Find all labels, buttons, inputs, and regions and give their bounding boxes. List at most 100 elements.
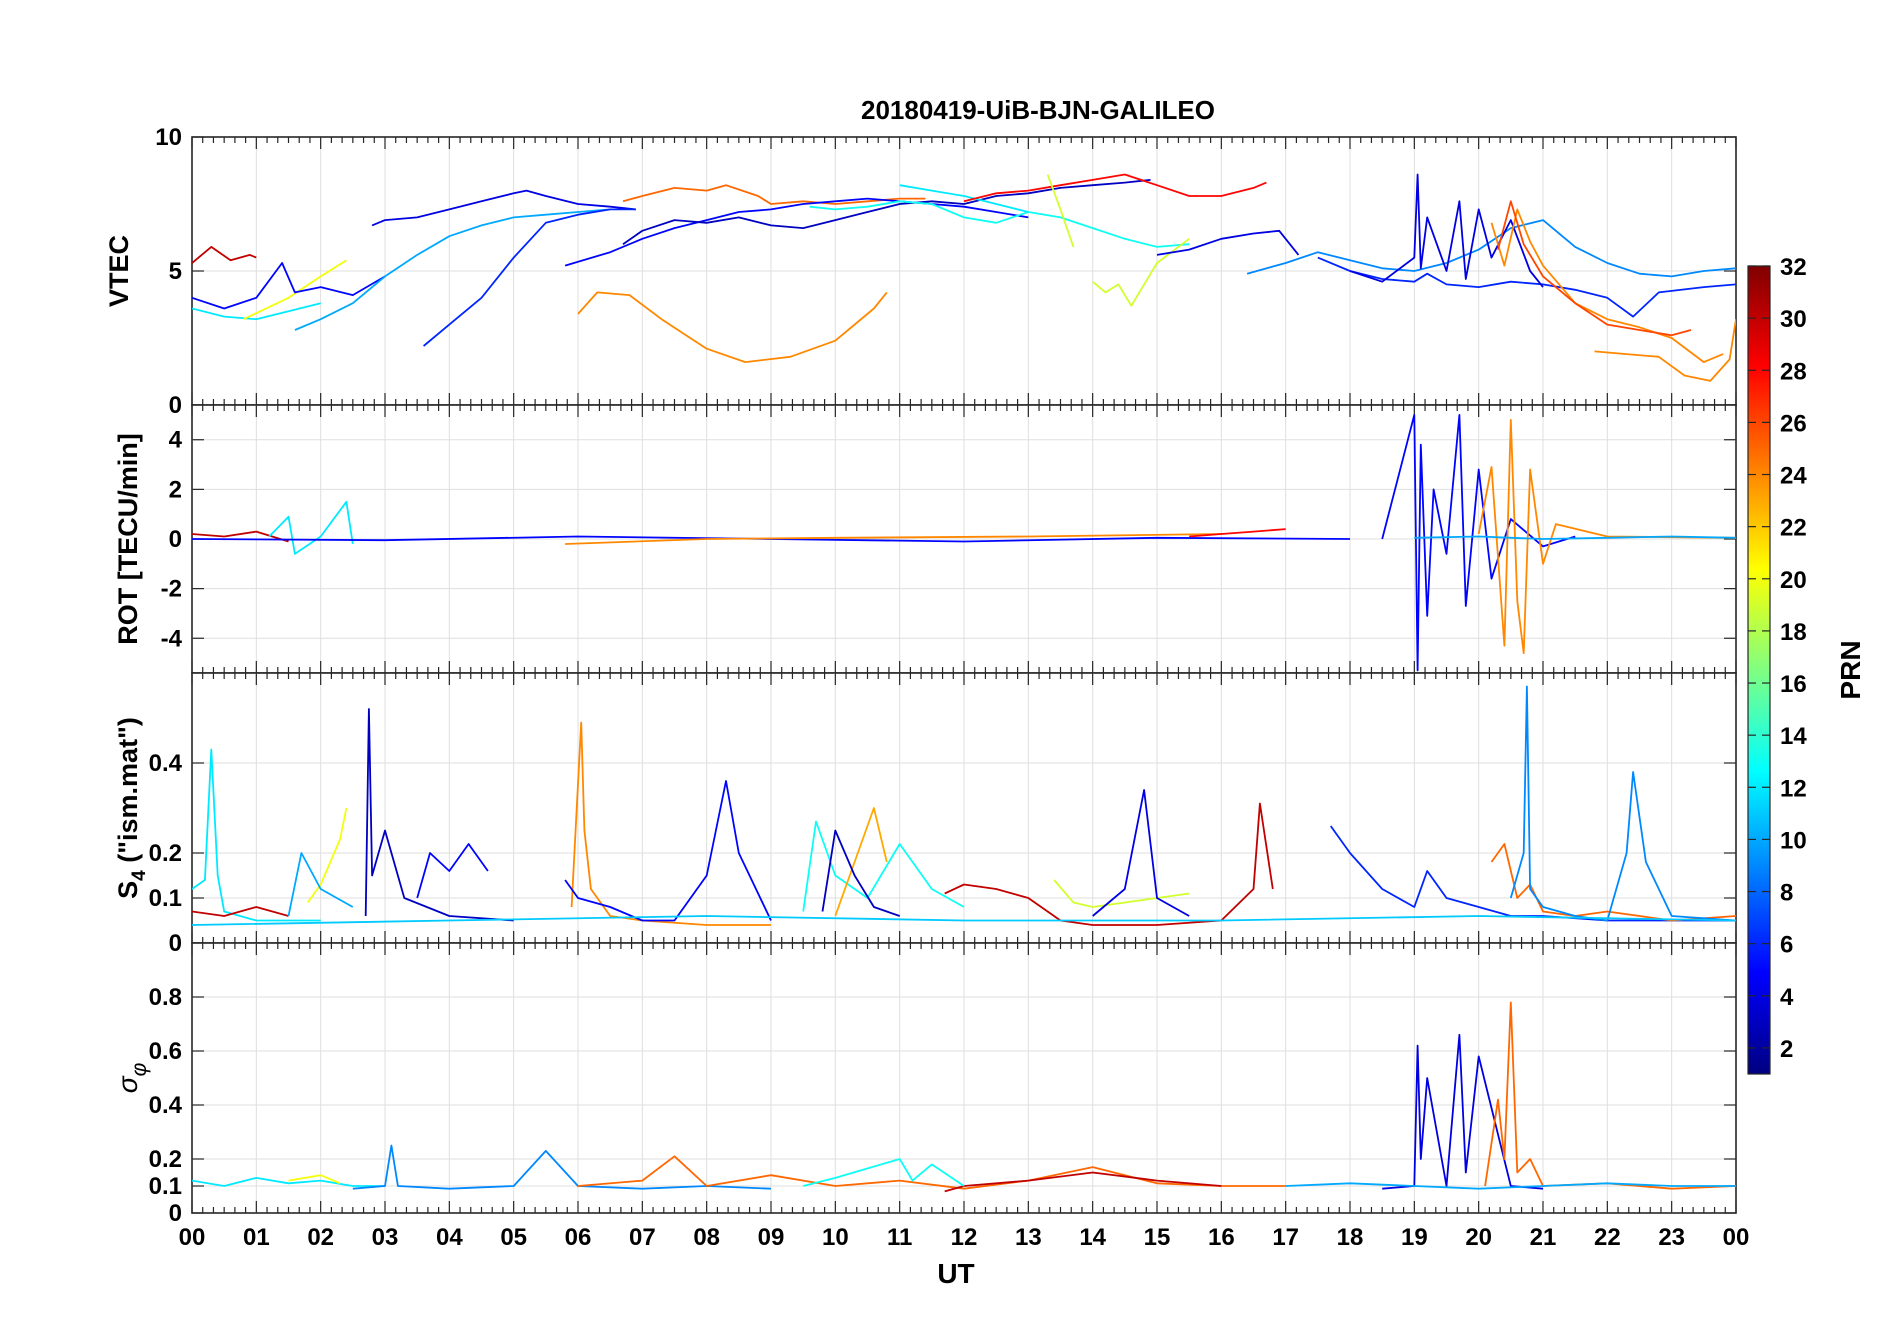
colorbar-tick-label: 16 <box>1780 671 1807 698</box>
colorbar-tick-label: 8 <box>1780 880 1793 907</box>
x-tick-label: 11 <box>887 1224 912 1251</box>
series-line-prn-23 <box>834 807 888 917</box>
x-tick-label: 04 <box>436 1224 463 1251</box>
panel-sigma_phi: 00.10.2 0.4 0.6 0.8 σφ <box>112 942 1737 1227</box>
y-axis-label-s4: S4 ("ism.mat") <box>113 717 150 899</box>
series-line-prn-25 <box>1484 1001 1736 1190</box>
series-line-prn-11 <box>192 915 1736 926</box>
series-line-prn-26 <box>1497 200 1692 337</box>
x-tick-label: 10 <box>822 1224 849 1251</box>
colorbar-label: PRN <box>1835 640 1866 699</box>
series-line-prn-24 <box>1594 319 1736 382</box>
series-line-prn-24 <box>577 291 888 364</box>
y-tick-label: 0.4 <box>149 750 183 777</box>
y-tick-label: 0.1 <box>149 1173 182 1200</box>
x-tick-label: 17 <box>1272 1224 1299 1251</box>
colorbar-tick-label: 14 <box>1780 723 1807 750</box>
x-tick-label: 01 <box>243 1224 270 1251</box>
colorbar-tick-label: 32 <box>1780 254 1807 281</box>
series-line-prn-19 <box>1046 174 1075 248</box>
x-tick-label: 14 <box>1079 1224 1106 1251</box>
series-line-prn-6 <box>1329 825 1736 922</box>
panel-s4: 0 0.1 0.2 0.4S4 ("ism.mat") <box>113 672 1737 957</box>
colorbar-tick-label: 12 <box>1780 775 1807 802</box>
x-tick-label: 08 <box>693 1224 720 1251</box>
x-tick-label: 02 <box>307 1224 334 1251</box>
series-line-prn-24 <box>1477 418 1736 654</box>
series-line-prn-5 <box>564 780 772 922</box>
series-line-prn-10 <box>1285 1182 1736 1190</box>
y-tick-label: 0.4 <box>149 1092 183 1119</box>
series-line-prn-9 <box>352 1144 772 1190</box>
series-line-prn-12 <box>268 500 354 555</box>
series-group-s4 <box>192 685 1736 926</box>
x-tick-label: 06 <box>565 1224 592 1251</box>
y-tick-label: -2 <box>161 576 182 603</box>
series-line-prn-24 <box>570 721 771 926</box>
series-line-prn-4 <box>1092 789 1190 917</box>
series-line-prn-5 <box>416 843 489 899</box>
x-tick-label: 12 <box>951 1224 978 1251</box>
series-line-prn-28 <box>1189 528 1286 538</box>
x-tick-labels: 00 01 02 03 04 05 06 07 08 09 10 11 12 13 14 15 16 17 18 19… <box>179 1224 1750 1251</box>
series-line-prn-30 <box>192 530 289 543</box>
series-line-prn-6 <box>1317 256 1736 318</box>
x-tick-label: 19 <box>1401 1224 1428 1251</box>
y-axis-label-vtec: VTEC <box>104 235 134 307</box>
series-line-prn-3 <box>821 829 900 917</box>
y-tick-label: -4 <box>161 625 183 652</box>
x-tick-label: 23 <box>1658 1224 1685 1251</box>
series-line-prn-30 <box>944 1171 1222 1193</box>
colorbar-gradient <box>1747 265 1771 1075</box>
series-line-prn-20 <box>288 1174 341 1185</box>
panel-rot: -4 -2 0 2 4 ROT [TECU/min] <box>113 404 1737 674</box>
series-line-prn-4 <box>1156 229 1300 256</box>
series-line-prn-25 <box>622 184 926 205</box>
x-tick-label: 13 <box>1015 1224 1042 1251</box>
series-line-prn-12 <box>899 184 1029 213</box>
colorbar-tick-label: 28 <box>1780 358 1807 385</box>
colorbar-tick-label: 24 <box>1780 463 1807 490</box>
x-tick-label: 18 <box>1337 1224 1364 1251</box>
x-axis-label: UT <box>937 1258 974 1289</box>
series-group-sigma_phi <box>192 1001 1736 1193</box>
series-line-prn-19 <box>1092 238 1190 307</box>
series-line-prn-12 <box>192 748 321 922</box>
series-line-prn-3 <box>364 708 514 922</box>
series-line-prn-13 <box>809 200 1190 248</box>
series-group-vtec <box>192 173 1736 382</box>
x-tick-label: 22 <box>1594 1224 1621 1251</box>
series-line-prn-10 <box>1414 535 1736 540</box>
series-group-rot <box>192 413 1736 672</box>
x-tick-label: 00 <box>1723 1224 1750 1251</box>
series-line-prn-24 <box>565 533 1222 545</box>
x-tick-label: 20 <box>1465 1224 1492 1251</box>
colorbar-tick-label: 2 <box>1780 1036 1793 1063</box>
x-tick-label: 00 <box>179 1224 206 1251</box>
series-line-prn-30 <box>192 906 289 917</box>
panel-vtec: 0 5 10 VTEC <box>104 124 1737 419</box>
y-tick-label: 0.2 <box>149 840 182 867</box>
series-line-prn-9 <box>1246 219 1736 278</box>
y-tick-label: 0 <box>169 930 182 957</box>
colorbar-tick-label: 18 <box>1780 619 1807 646</box>
x-tick-label: 16 <box>1208 1224 1235 1251</box>
colorbar-tick-label: 6 <box>1780 932 1793 959</box>
x-tick-label: 05 <box>500 1224 527 1251</box>
x-tick-label: 15 <box>1144 1224 1171 1251</box>
series-line-prn-6 <box>423 208 636 347</box>
y-tick-label: 0 <box>169 1200 182 1227</box>
y-tick-label: 0 <box>169 526 182 553</box>
x-tick-label: 03 <box>372 1224 399 1251</box>
y-tick-label: 2 <box>169 476 182 503</box>
series-line-prn-12 <box>192 1177 385 1187</box>
colorbar-tick-label: 4 <box>1780 984 1794 1011</box>
y-tick-label: 4 <box>169 427 183 454</box>
y-tick-label: 0.1 <box>149 885 182 912</box>
series-line-prn-19 <box>1053 879 1190 908</box>
y-tick-label: 0.6 <box>149 1038 182 1065</box>
y-tick-label: 0.2 <box>149 1146 182 1173</box>
